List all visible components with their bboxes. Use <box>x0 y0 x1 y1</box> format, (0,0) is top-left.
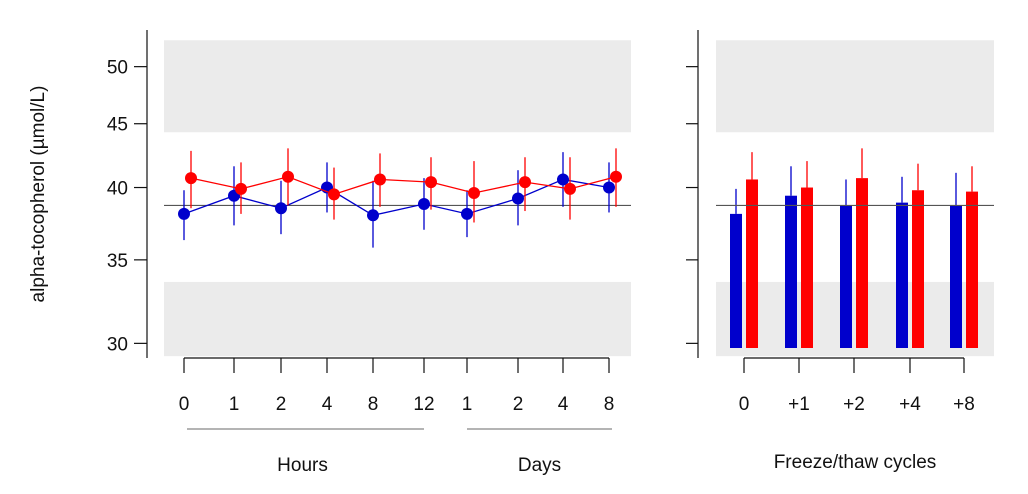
data-point <box>418 198 430 211</box>
x-tick-label: +1 <box>788 394 810 415</box>
x-tick-label: +2 <box>843 394 865 415</box>
data-point <box>282 170 294 183</box>
x-tick-label: 0 <box>179 394 190 415</box>
x-tick-label: +4 <box>899 394 921 415</box>
y-tick-label: 35 <box>107 251 128 272</box>
x-tick-label: 8 <box>604 394 615 415</box>
group-label: Hours <box>277 455 328 476</box>
reference-band-0 <box>716 40 994 133</box>
x-tick-label: 2 <box>513 394 524 415</box>
x-tick-label: 8 <box>368 394 379 415</box>
bar <box>785 195 797 348</box>
reference-band-0 <box>164 40 631 133</box>
data-point <box>425 176 437 189</box>
data-point <box>178 207 190 220</box>
bar <box>730 213 742 348</box>
bar <box>746 179 758 348</box>
y-axis-title: alpha-tocopherol (µmol/L) <box>28 86 49 303</box>
data-point <box>328 188 340 201</box>
bar <box>840 205 852 348</box>
data-point <box>367 209 379 222</box>
bar <box>912 190 924 348</box>
data-point <box>468 186 480 199</box>
y-tick-label: 45 <box>107 115 128 136</box>
bar <box>896 202 908 348</box>
data-point <box>610 170 622 183</box>
bar <box>801 187 813 348</box>
data-point <box>275 202 287 215</box>
data-point <box>603 181 615 194</box>
x-tick-label: 1 <box>229 394 240 415</box>
x-tick-label: 0 <box>739 394 750 415</box>
x-tick-label: 4 <box>322 394 333 415</box>
data-point <box>374 173 386 186</box>
x-tick-label: 2 <box>276 394 287 415</box>
y-tick-label: 30 <box>107 334 128 355</box>
x-tick-label: 4 <box>558 394 569 415</box>
x-axis-title: Freeze/thaw cycles <box>774 452 937 473</box>
data-point <box>564 182 576 195</box>
freeze-thaw-panel: 0 +1 +2 +4 +8 Freeze/thaw cycles <box>686 30 994 473</box>
bar <box>950 205 962 348</box>
data-point <box>185 172 197 185</box>
y-tick-label: 50 <box>107 58 128 79</box>
data-point <box>512 192 524 205</box>
bar <box>966 191 978 348</box>
series-line <box>190 176 617 196</box>
data-point <box>557 173 569 186</box>
data-point <box>235 182 247 195</box>
x-tick-label: 1 <box>462 394 473 415</box>
reference-band-1 <box>716 281 994 357</box>
data-point <box>461 207 473 220</box>
data-point <box>519 176 531 189</box>
x-tick-label: +8 <box>953 394 975 415</box>
reference-band-1 <box>164 281 631 357</box>
y-tick-label: 40 <box>107 179 128 200</box>
series-line <box>183 178 610 217</box>
group-label: Days <box>518 455 561 476</box>
bar <box>856 178 868 348</box>
x-tick-label: 12 <box>413 394 434 415</box>
